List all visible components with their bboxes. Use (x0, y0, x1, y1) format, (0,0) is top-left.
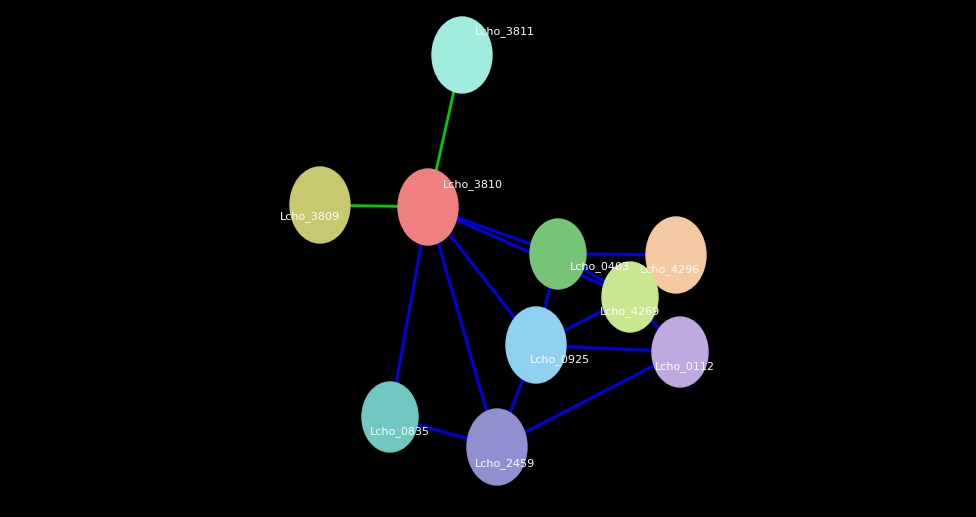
Text: Lcho_3811: Lcho_3811 (475, 26, 535, 37)
Text: Lcho_2459: Lcho_2459 (475, 458, 535, 469)
Text: Lcho_0403: Lcho_0403 (570, 261, 630, 272)
Text: Lcho_4296: Lcho_4296 (640, 264, 700, 275)
Ellipse shape (646, 217, 706, 293)
Ellipse shape (602, 262, 658, 332)
Ellipse shape (652, 317, 708, 387)
Text: Lcho_3810: Lcho_3810 (443, 179, 503, 190)
Ellipse shape (398, 169, 458, 245)
Ellipse shape (362, 382, 418, 452)
Text: Lcho_3809: Lcho_3809 (280, 211, 340, 222)
Text: Lcho_4269: Lcho_4269 (600, 306, 660, 317)
Ellipse shape (530, 219, 586, 289)
Text: Lcho_0925: Lcho_0925 (530, 354, 590, 365)
Text: Lcho_0835: Lcho_0835 (370, 426, 430, 437)
Ellipse shape (290, 167, 350, 243)
Ellipse shape (467, 409, 527, 485)
Ellipse shape (506, 307, 566, 383)
Ellipse shape (432, 17, 492, 93)
Text: Lcho_0112: Lcho_0112 (655, 361, 715, 372)
